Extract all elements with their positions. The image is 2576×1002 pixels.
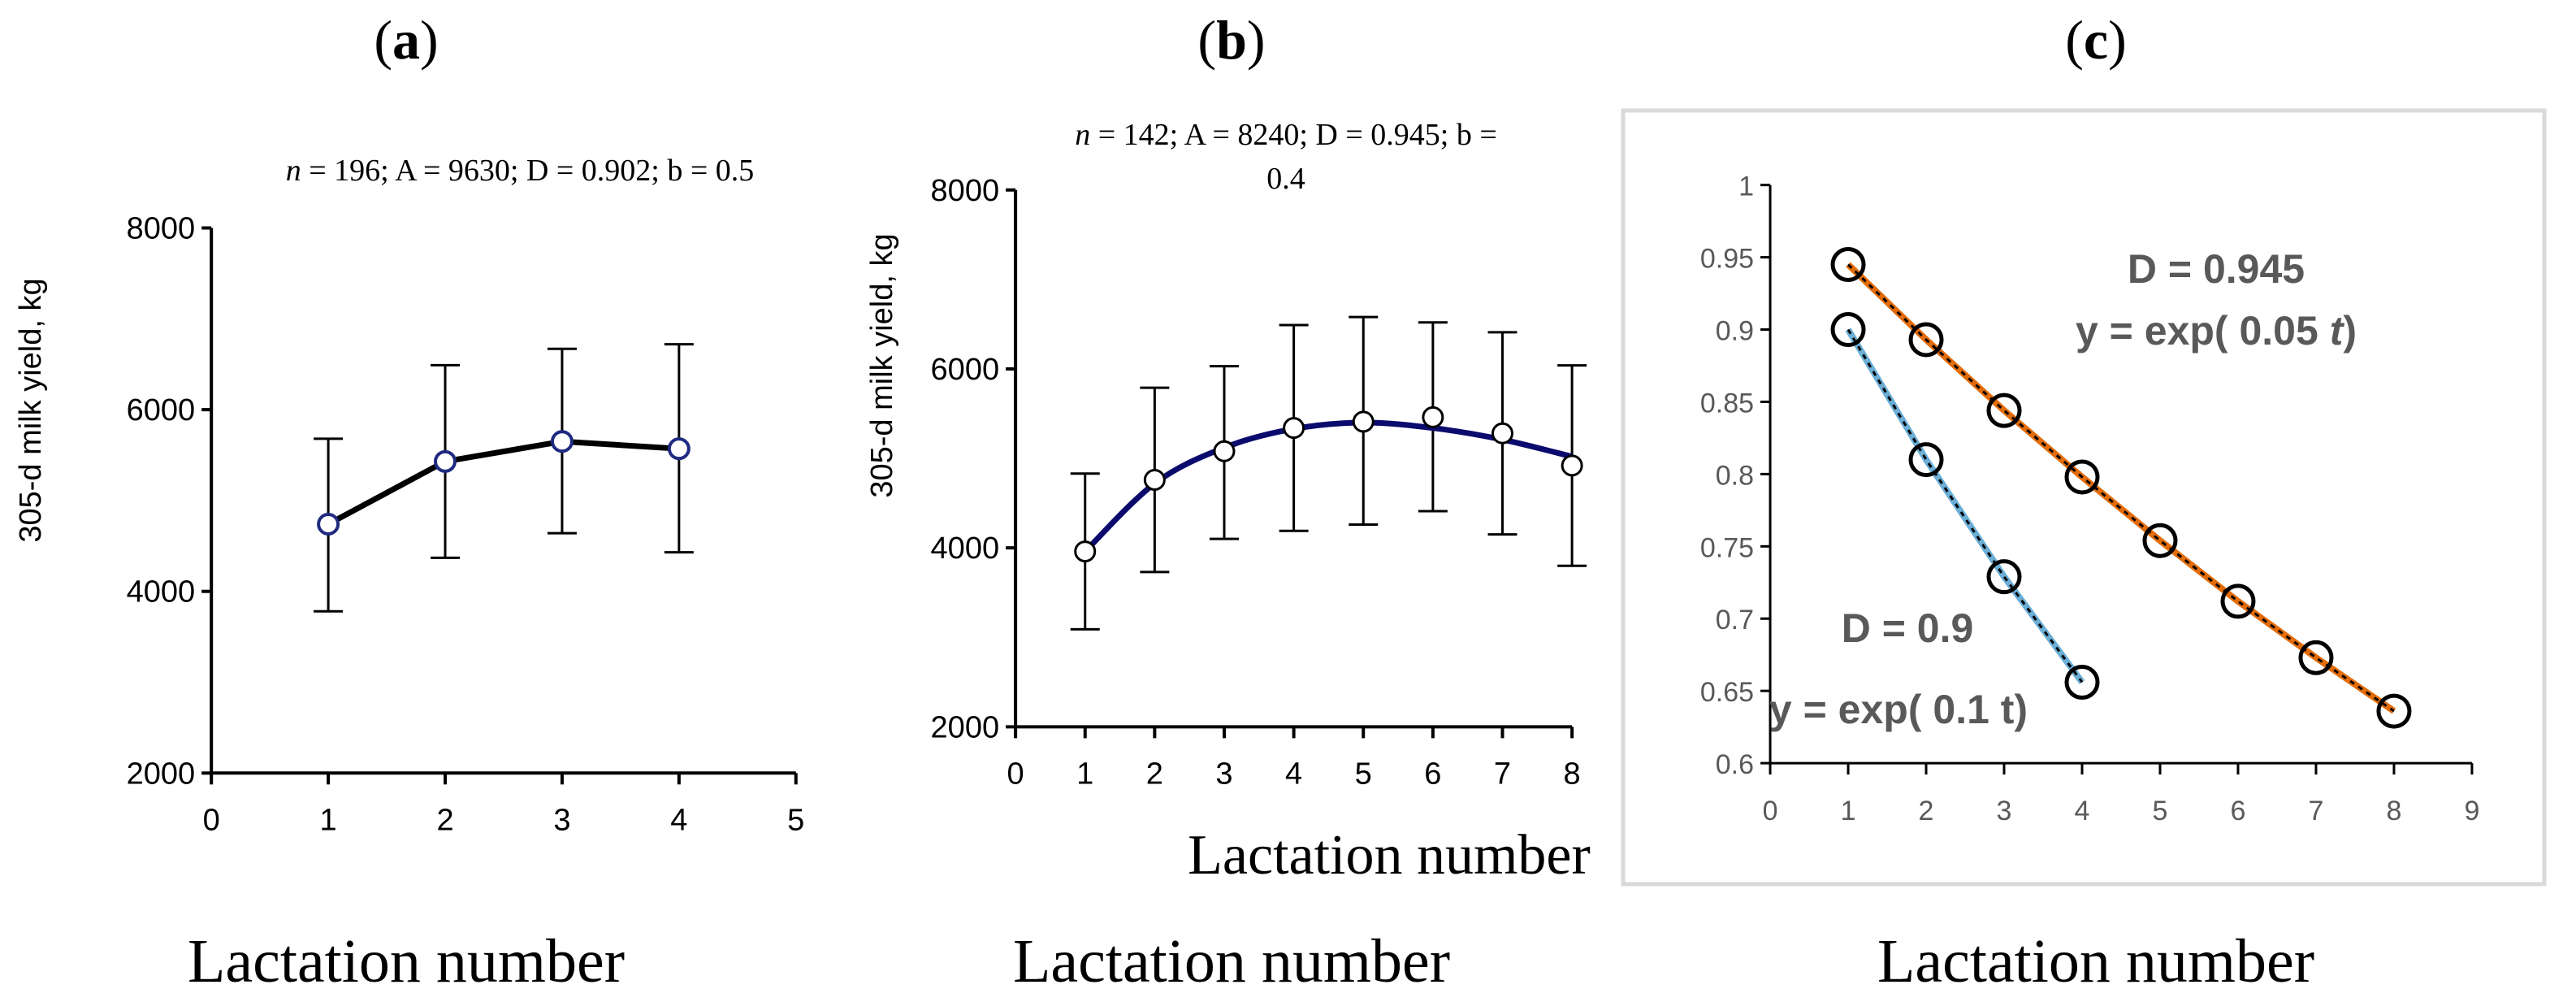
y-tick-label: 2000 (931, 710, 1000, 744)
y-tick-label: 2000 (127, 757, 196, 791)
x-tick-label: 3 (1215, 757, 1232, 791)
x-tick-label: 8 (1564, 757, 1581, 791)
x-tick-label: 5 (787, 803, 804, 837)
panel-c-label: (c) (2065, 9, 2127, 71)
x-tick-label: 9 (2464, 796, 2479, 826)
x-tick-label: 2 (1919, 796, 1934, 826)
y-tick-label: 0.8 (1716, 460, 1754, 491)
panel-c-xlabel: Lactation number (1877, 927, 2314, 995)
data-point (2376, 693, 2412, 729)
panel-c-annotation-d945: D = 0.945 (2128, 246, 2305, 292)
panel-b-axes: 2000 4000 6000 8000 0 1 2 3 4 5 6 7 8 (931, 174, 1581, 792)
x-tick-label: 4 (670, 803, 687, 837)
panel-c-axes: 0.6 0.65 0.7 0.75 0.8 0.85 0.9 0.95 1 0 1 2 3 4 5 6 7 8 9 (1700, 171, 2480, 826)
y-tick-label: 0.9 (1716, 316, 1754, 347)
panel-a-axes: 2000 4000 6000 8000 0 1 2 3 4 5 (127, 212, 805, 838)
y-tick-label: 0.75 (1700, 532, 1754, 563)
y-tick-label: 0.7 (1716, 605, 1754, 635)
panel-b-label: (b) (1197, 9, 1265, 71)
data-point (1986, 393, 2022, 428)
data-point (1283, 417, 1305, 440)
x-tick-label: 1 (1076, 757, 1093, 791)
panel-a-marks (314, 343, 694, 613)
x-tick-label: 0 (1007, 757, 1024, 791)
data-point (2064, 665, 2100, 701)
panel-b-annotation-line2: 0.4 (1266, 162, 1305, 196)
y-tick-label: 4000 (931, 531, 1000, 566)
panel-b-marks (1070, 315, 1587, 631)
series-line (327, 438, 680, 527)
data-point (1422, 406, 1444, 428)
data-point (1213, 440, 1236, 462)
x-tick-label: 0 (1763, 796, 1778, 826)
panel-c-marks (1830, 246, 2412, 729)
y-tick-label: 8000 (127, 212, 196, 246)
y-tick-label: 6000 (127, 393, 196, 427)
panel-c-annotation-eq945: y = exp( 0.05 t) (2076, 308, 2357, 354)
data-point (434, 449, 457, 473)
data-point (1986, 559, 2022, 595)
x-tick-label: 3 (1997, 796, 2012, 826)
panel-a-label: (a) (374, 9, 438, 71)
y-tick-label: 8000 (931, 174, 1000, 208)
x-tick-label: 4 (2075, 796, 2090, 826)
panel-b-ylabel: 305-d milk yield, kg (865, 233, 899, 497)
y-tick-label: 0.6 (1716, 749, 1754, 780)
panel-a: (a) n = 196; A = 9630; D = 0.902; b = 0.… (14, 9, 804, 995)
panel-b-xlabel-inner: Lactation number (1188, 824, 1591, 887)
x-tick-label: 2 (1146, 757, 1163, 791)
data-point (2220, 583, 2256, 619)
panel-a-annotation: n = 196; A = 9630; D = 0.902; b = 0.5 (286, 154, 755, 188)
y-tick-label: 4000 (127, 575, 196, 609)
x-tick-label: 6 (2231, 796, 2246, 826)
data-point (1143, 468, 1166, 491)
x-tick-label: 1 (320, 803, 337, 837)
panel-a-xlabel: Lactation number (188, 927, 625, 995)
panel-a-ylabel: 305-d milk yield, kg (14, 278, 48, 542)
x-tick-label: 2 (436, 803, 453, 837)
panel-b-xlabel: Lactation number (1013, 927, 1450, 995)
x-tick-label: 7 (2309, 796, 2324, 826)
data-point (1074, 540, 1097, 563)
y-tick-label: 0.85 (1700, 388, 1754, 419)
x-tick-label: 6 (1424, 757, 1441, 791)
x-tick-label: 8 (2386, 796, 2401, 826)
x-tick-label: 1 (1841, 796, 1856, 826)
data-point (1491, 422, 1513, 445)
data-point (317, 512, 340, 536)
panel-c-frame (1621, 108, 2547, 887)
data-point (1352, 410, 1375, 433)
data-point (667, 437, 691, 461)
data-point (2298, 640, 2334, 675)
panel-c: (c) 0.6 0.65 0.7 0.75 0.8 0.85 0.9 0.95 1 0 1 2 3 4 5 6… (1621, 9, 2547, 995)
x-tick-label: 4 (1285, 757, 1302, 791)
data-point (2142, 523, 2178, 558)
panel-b-annotation-line1: n = 142; A = 8240; D = 0.945; b = (1075, 118, 1497, 152)
x-tick-label: 0 (203, 803, 220, 837)
y-tick-label: 0.65 (1700, 677, 1754, 708)
panel-c-annotation-d9: D = 0.9 (1842, 605, 1974, 651)
series-line-d9 (1845, 327, 2085, 684)
data-point (1830, 246, 1866, 282)
x-tick-label: 5 (1355, 757, 1372, 791)
data-point (550, 430, 574, 453)
data-point (1908, 322, 1944, 358)
data-point (2064, 459, 2100, 495)
panel-c-annotation-eq9: y = exp( 0.1 t) (1769, 687, 2028, 732)
data-point (1908, 442, 1944, 478)
x-tick-label: 3 (553, 803, 570, 837)
data-point (1830, 312, 1866, 348)
y-tick-label: 0.95 (1700, 244, 1754, 275)
panel-b: (b) n = 142; A = 8240; D = 0.945; b = 0.… (865, 9, 1591, 995)
y-tick-label: 6000 (931, 353, 1000, 387)
x-tick-label: 5 (2153, 796, 2168, 826)
x-tick-label: 7 (1494, 757, 1511, 791)
data-point (1561, 454, 1583, 477)
y-tick-label: 1 (1738, 171, 1754, 202)
